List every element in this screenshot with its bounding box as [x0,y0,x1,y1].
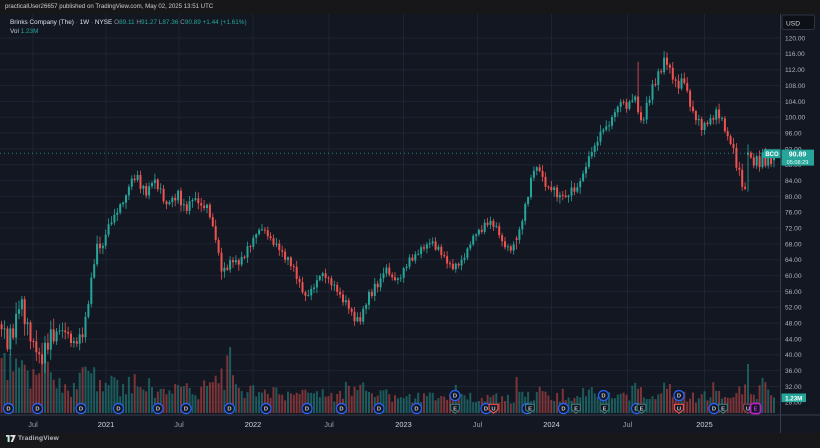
svg-text:40.00: 40.00 [785,352,802,359]
svg-text:Jul: Jul [174,420,184,429]
svg-text:90.89: 90.89 [789,152,807,159]
svg-text:U: U [491,407,495,413]
svg-text:D: D [6,407,10,413]
svg-text:D: D [264,407,268,413]
svg-text:116.00: 116.00 [785,51,805,58]
svg-text:D: D [677,394,681,400]
svg-text:48.00: 48.00 [785,321,802,328]
svg-text:56.00: 56.00 [785,289,802,296]
svg-text:D: D [453,394,457,400]
svg-text:2025: 2025 [696,420,712,429]
svg-text:44.00: 44.00 [785,336,802,343]
svg-text:104.00: 104.00 [785,99,806,106]
svg-text:D: D [339,407,343,413]
svg-text:D: D [712,407,716,413]
svg-text:E: E [574,407,578,413]
svg-text:D: D [414,407,418,413]
svg-text:D: D [601,394,605,400]
svg-text:80.00: 80.00 [785,194,802,201]
svg-text:100.00: 100.00 [785,115,806,122]
svg-text:U: U [677,407,681,413]
svg-text:2021: 2021 [98,420,114,429]
svg-text:D: D [156,407,160,413]
svg-text:E: E [528,407,532,413]
svg-text:U: U [746,407,750,413]
svg-text:D: D [35,407,39,413]
svg-text:36.00: 36.00 [785,368,802,375]
svg-text:112.00: 112.00 [785,67,805,74]
svg-text:E: E [453,407,457,413]
svg-text:2024: 2024 [543,420,559,429]
svg-text:D: D [377,407,381,413]
svg-text:96.00: 96.00 [785,130,802,137]
svg-text:D: D [484,407,488,413]
svg-text:120.00: 120.00 [785,35,806,42]
svg-text:72.00: 72.00 [785,226,802,233]
svg-text:32.00: 32.00 [785,384,802,391]
svg-text:E: E [640,407,644,413]
svg-text:D: D [561,407,565,413]
svg-text:2022: 2022 [245,420,261,429]
svg-text:D: D [227,407,231,413]
svg-text:60.00: 60.00 [785,273,802,280]
svg-text:Jul: Jul [324,420,334,429]
svg-text:D: D [305,407,309,413]
svg-text:D: D [116,407,120,413]
svg-text:84.00: 84.00 [785,178,802,185]
svg-text:D: D [184,407,188,413]
svg-text:2023: 2023 [395,420,411,429]
svg-text:05:08:29: 05:08:29 [787,160,809,166]
svg-text:E: E [603,407,607,413]
svg-text:Jul: Jul [28,420,38,429]
svg-text:52.00: 52.00 [785,305,802,312]
svg-text:1.23M: 1.23M [785,395,802,402]
svg-text:E: E [721,407,725,413]
svg-text:76.00: 76.00 [785,210,802,217]
svg-text:108.00: 108.00 [785,83,806,90]
svg-text:BCO: BCO [765,152,779,158]
svg-text:E: E [754,407,758,413]
svg-text:64.00: 64.00 [785,257,802,264]
svg-text:Jul: Jul [623,420,633,429]
svg-text:USD: USD [786,20,800,27]
svg-text:Jul: Jul [473,420,483,429]
svg-text:28.00: 28.00 [785,400,802,407]
svg-text:68.00: 68.00 [785,241,802,248]
svg-text:D: D [79,407,83,413]
